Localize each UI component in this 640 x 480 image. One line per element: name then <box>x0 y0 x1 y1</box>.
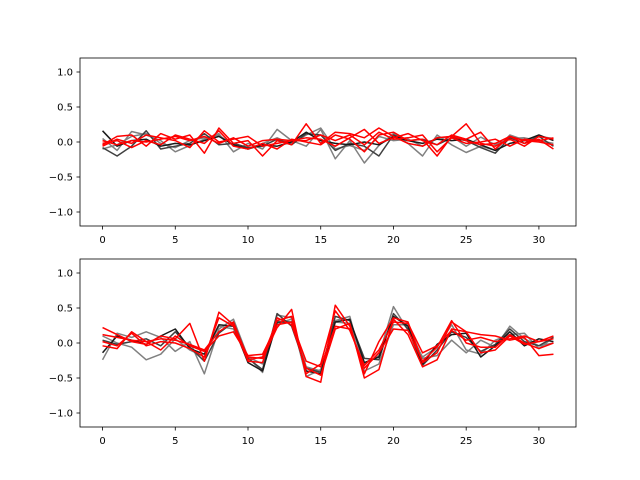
subplot-top: 0 5 10 15 20 25 30 −1.0 −0.5 0.0 0.5 1.0 <box>49 57 577 246</box>
series-line-5 <box>102 310 554 375</box>
y-tick-label: −1.0 <box>49 208 73 219</box>
y-tick-label: −0.5 <box>49 374 73 385</box>
y-tick-label: 0.0 <box>57 339 73 350</box>
x-tick-label: 15 <box>314 235 327 246</box>
x-tick-label: 25 <box>460 436 473 447</box>
series-line-4 <box>102 304 554 383</box>
series-line-5 <box>102 128 554 150</box>
x-tick-label: 10 <box>242 436 255 447</box>
y-tick-label: 0.0 <box>57 138 73 149</box>
subplot-bottom: 0 5 10 15 20 25 30 −1.0 −0.5 0.0 0.5 1.0 <box>49 258 577 447</box>
series-line-7 <box>102 319 554 369</box>
series-line-6 <box>102 317 554 379</box>
x-tick-label: 30 <box>533 436 546 447</box>
x-tick-label: 20 <box>387 235 400 246</box>
y-tick-label: 1.0 <box>57 269 73 280</box>
x-tick-label: 5 <box>172 436 178 447</box>
y-tick-label: 1.0 <box>57 68 73 79</box>
x-tick-label: 5 <box>172 235 178 246</box>
x-tick-label: 0 <box>99 235 105 246</box>
x-tick-label: 30 <box>533 235 546 246</box>
x-tick-label: 0 <box>99 436 105 447</box>
y-tick-label: −0.5 <box>49 173 73 184</box>
y-tick-label: 0.5 <box>57 304 73 315</box>
series-line-7 <box>102 130 554 157</box>
x-tick-label: 20 <box>387 436 400 447</box>
x-tick-label: 15 <box>314 436 327 447</box>
y-tick-label: 0.5 <box>57 103 73 114</box>
x-tick-label: 25 <box>460 235 473 246</box>
series-line-6 <box>102 130 554 153</box>
x-tick-label: 10 <box>242 235 255 246</box>
y-tick-label: −1.0 <box>49 409 73 420</box>
